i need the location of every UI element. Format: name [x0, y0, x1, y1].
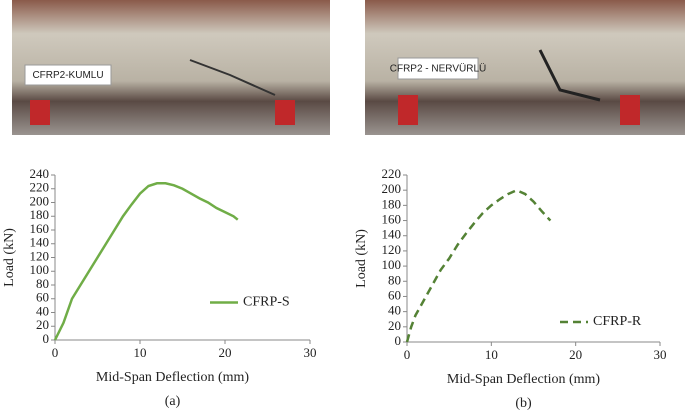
x-tick-label: 20 [569, 347, 582, 362]
y-tick-label: 120 [30, 248, 50, 263]
x-axis-label: Mid-Span Deflection (mm) [447, 372, 601, 387]
y-tick-label: 100 [30, 262, 50, 277]
x-tick-label: 0 [404, 347, 411, 362]
x-tick-label: 10 [485, 347, 498, 362]
y-axis-label: Load (kN) [2, 228, 17, 287]
y-tick-label: 40 [36, 303, 49, 318]
y-axis-label: Load (kN) [354, 229, 369, 288]
y-tick-label: 220 [382, 166, 402, 181]
y-tick-label: 0 [395, 333, 402, 348]
photo-label: CFRP2-KUMLU [32, 70, 103, 81]
y-tick-label: 180 [382, 196, 402, 211]
support [398, 95, 418, 125]
legend-label: CFRP-R [593, 314, 642, 329]
y-tick-label: 140 [30, 235, 50, 250]
crack [189, 59, 276, 96]
y-tick-label: 200 [382, 181, 402, 196]
y-tick-label: 240 [30, 166, 50, 181]
y-tick-label: 20 [36, 317, 49, 332]
y-tick-label: 20 [388, 318, 401, 333]
y-tick-label: 180 [30, 207, 50, 222]
support [620, 95, 640, 125]
crack [538, 49, 601, 102]
photo-label-box [24, 64, 112, 86]
x-tick-label: 20 [219, 345, 232, 360]
photo-label-box [397, 57, 479, 80]
y-tick-label: 220 [30, 180, 50, 195]
support [275, 100, 295, 125]
x-tick-label: 30 [304, 345, 317, 360]
legend-label: CFRP-S [243, 295, 290, 310]
series-line [405, 188, 552, 343]
y-tick-label: 200 [30, 193, 50, 208]
photo-label: CFRP2 - NERVÜRLÜ [390, 63, 487, 75]
y-tick-label: 160 [382, 212, 402, 227]
y-tick-label: 140 [382, 227, 402, 242]
photo-b: CFRP2 - NERVÜRLÜ [365, 0, 685, 135]
y-tick-label: 60 [388, 287, 401, 302]
support [30, 100, 50, 125]
caption: (b) [515, 396, 532, 411]
y-tick-label: 160 [30, 221, 50, 236]
x-tick-label: 0 [52, 345, 59, 360]
y-tick-label: 40 [388, 303, 401, 318]
y-tick-label: 0 [43, 331, 50, 346]
photo-a: CFRP2-KUMLU [12, 0, 330, 135]
y-tick-label: 120 [382, 242, 402, 257]
y-tick-label: 80 [36, 276, 49, 291]
x-axis-label: Mid-Span Deflection (mm) [96, 370, 250, 385]
caption: (a) [165, 394, 181, 409]
y-tick-label: 100 [382, 257, 402, 272]
x-tick-label: 30 [654, 347, 667, 362]
x-tick-label: 10 [134, 345, 147, 360]
y-tick-label: 80 [388, 272, 401, 287]
series-line [53, 182, 239, 341]
y-tick-label: 60 [36, 290, 49, 305]
